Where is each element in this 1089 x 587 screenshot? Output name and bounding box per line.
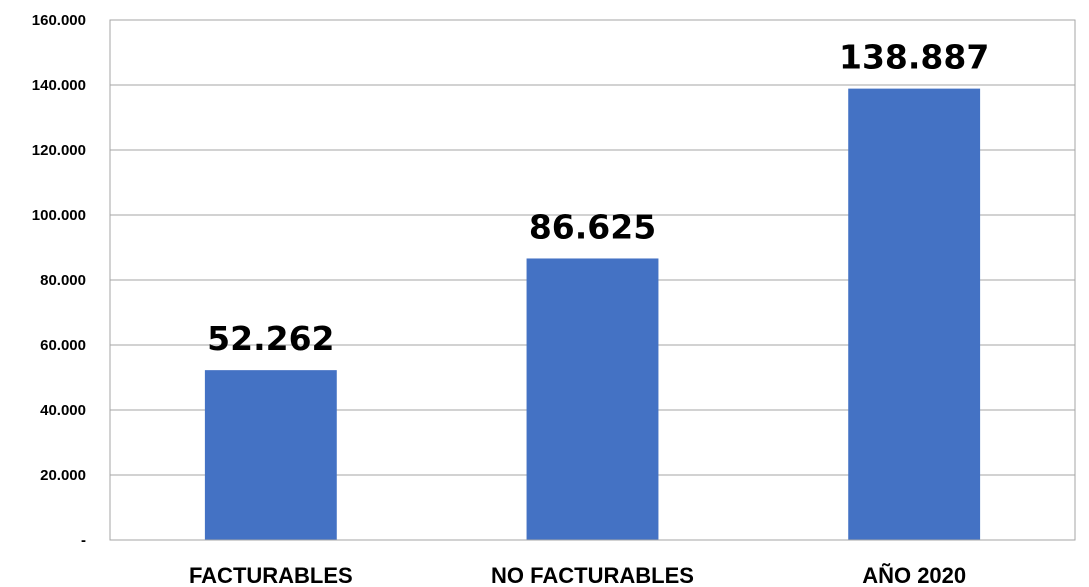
y-tick-label: 140.000 <box>32 77 86 94</box>
bar <box>204 370 337 540</box>
y-tick-label: - <box>81 532 86 549</box>
y-tick-label: 100.000 <box>32 207 86 224</box>
x-category-label: FACTURABLES <box>189 563 353 587</box>
data-labels: 52.262 86.625 138.887 <box>207 38 989 359</box>
x-category-label: NO FACTURABLES <box>491 563 694 587</box>
y-tick-label: 160.000 <box>32 12 86 29</box>
bar-data-label: 52.262 <box>207 319 334 358</box>
y-axis-tick-labels: - 20.000 40.000 60.000 80.000 100.000 120.000 1… <box>32 12 86 549</box>
bar-data-label: 86.625 <box>529 207 656 246</box>
y-tick-label: 40.000 <box>40 402 86 419</box>
bar <box>526 258 659 540</box>
bar-data-label: 138.887 <box>839 38 989 77</box>
y-tick-label: 80.000 <box>40 272 86 289</box>
y-tick-label: 20.000 <box>40 467 86 484</box>
x-axis-category-labels: FACTURABLES NO FACTURABLES AÑO 2020 <box>189 563 966 587</box>
bars <box>204 88 981 540</box>
bar <box>848 88 981 540</box>
y-tick-label: 60.000 <box>40 337 86 354</box>
y-tick-label: 120.000 <box>32 142 86 159</box>
axes <box>109 19 1076 541</box>
x-category-label: AÑO 2020 <box>862 563 966 587</box>
